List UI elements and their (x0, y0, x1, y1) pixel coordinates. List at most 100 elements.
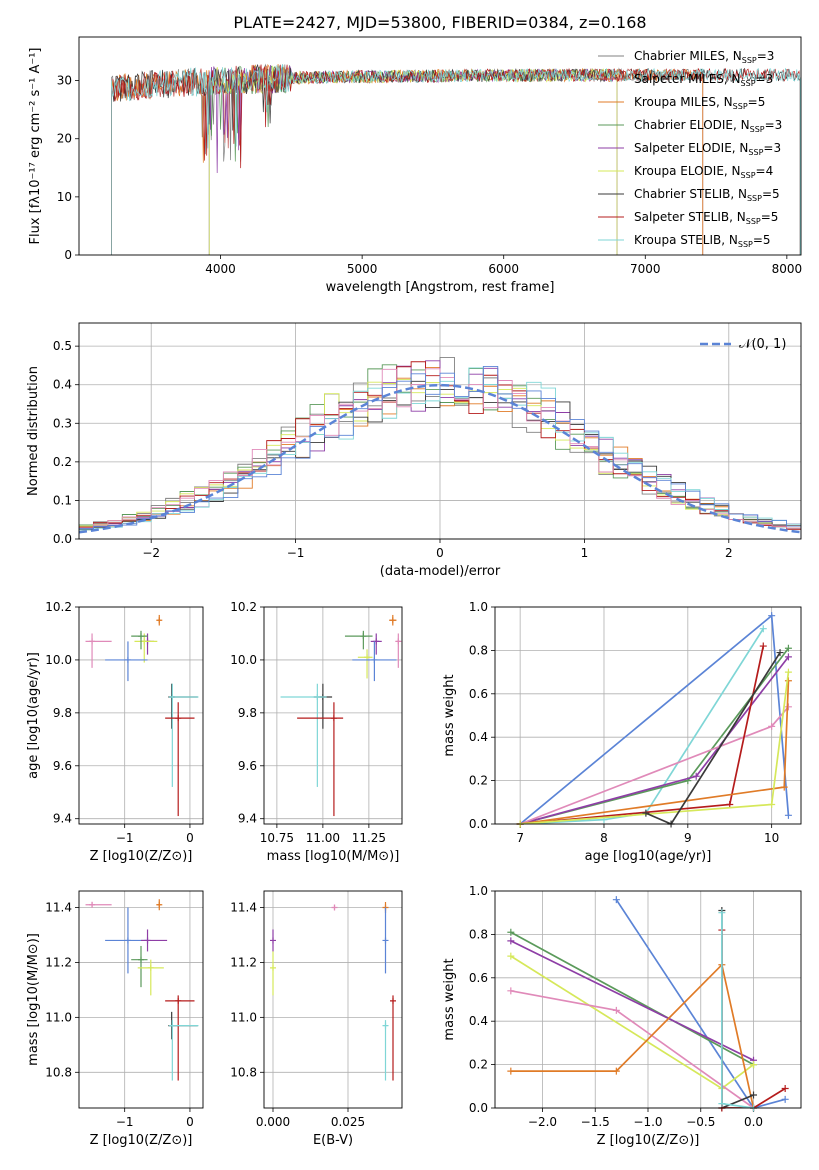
figure-title: PLATE=2427, MJD=53800, FIBERID=0384, z=0… (233, 13, 646, 32)
data-point (270, 937, 276, 944)
data-point (124, 937, 131, 944)
legend-value: =5 (762, 187, 780, 201)
y-tick-label: 9.4 (238, 812, 257, 826)
y-tick-label: 0.8 (469, 927, 488, 941)
y-tick-label: 0.5 (53, 339, 72, 353)
weight-marker (507, 987, 515, 995)
x-tick-label: 10 (764, 831, 779, 845)
plot-frame (494, 890, 802, 1109)
weight-vs-age-panel: 7 8 9 10 0.0 0.2 0.4 0.6 0.8 1.0 age [log10(age/yr… (442, 600, 802, 864)
x-axis-label: wavelength [Angstrom, rest frame] (326, 280, 555, 295)
legend-value: =3 (765, 118, 783, 132)
legend-value: =5 (748, 95, 766, 109)
weight-marker (750, 1061, 758, 1069)
legend-value: =5 (761, 210, 779, 224)
data-point (169, 1022, 176, 1029)
x-tick-label: 0.0 (744, 1115, 763, 1129)
y-tick-label: 9.6 (53, 759, 72, 773)
y-axis-label: mass weight (442, 958, 457, 1040)
y-tick-label: 11.2 (230, 955, 257, 969)
x-axis-label: Z [log10(Z/Z⊙)] (597, 1133, 700, 1148)
x-tick-label: 9 (684, 831, 692, 845)
weight-marker (781, 1084, 789, 1092)
legend-entry: Chabrier ELODIE, NSSP=3 (634, 118, 782, 134)
weight-line (510, 940, 754, 1062)
weight-marker (612, 1006, 620, 1014)
y-tick-label: 0.6 (469, 971, 488, 985)
data-point (389, 617, 396, 624)
weight-marker (718, 909, 726, 917)
age-vs-mass-panel: 10.75 11.00 11.25 9.4 9.6 9.8 10.0 10.2 mass [lo… (230, 600, 403, 864)
spectrum-line-kroupa-elodie (208, 65, 618, 255)
legend-subscript: SSP (750, 125, 765, 134)
data-point (330, 715, 337, 722)
plot-frame (78, 606, 204, 825)
x-tick-label: −1 (287, 546, 305, 560)
weight-marker (784, 703, 792, 711)
residuals-panel: −2 −1 0 1 2 0.0 0.1 0.2 0.3 0.4 0.5 (data-model)/er… (26, 322, 802, 579)
legend-entry: Kroupa MILES, NSSP=5 (634, 95, 765, 111)
weight-marker (768, 612, 776, 620)
y-axis-label: Flux [fλ10⁻¹⁷ erg cm⁻² s⁻¹ A⁻¹] (28, 48, 43, 245)
x-tick-label: 0 (186, 831, 194, 845)
x-axis-label: Z [log10(Z/Z⊙)] (90, 1133, 193, 1148)
data-point (141, 638, 148, 645)
legend-entry: Kroupa STELIB, NSSP=5 (634, 233, 771, 249)
legend-value: =3 (763, 141, 781, 155)
weight-marker (507, 1067, 515, 1075)
y-axis-label: mass [log10(M/M⊙)] (26, 933, 41, 1066)
spectrum-line-kroupa-stelib (111, 64, 801, 255)
data-point (156, 901, 163, 908)
y-tick-label: 30 (57, 74, 72, 88)
data-point (364, 654, 371, 661)
legend-entry: Chabrier MILES, NSSP=3 (634, 49, 774, 65)
legend-subscript: SSP (741, 79, 756, 88)
data-point (89, 638, 96, 645)
y-tick-label: 10.2 (45, 600, 72, 614)
x-tick-label: 7000 (630, 262, 661, 276)
data-point (395, 638, 402, 645)
y-tick-label: 0.2 (469, 1058, 488, 1072)
weight-line (645, 652, 781, 824)
data-point (331, 904, 338, 911)
legend-value: =3 (756, 72, 774, 86)
x-tick-label: 11.00 (306, 831, 340, 845)
data-point (124, 656, 131, 663)
y-tick-label: 0.2 (469, 774, 488, 788)
data-point (89, 901, 96, 908)
x-tick-label: 8000 (772, 262, 803, 276)
y-tick-label: 10.0 (230, 653, 257, 667)
x-tick-label: 5000 (347, 262, 378, 276)
weight-marker (781, 1095, 789, 1103)
y-tick-label: 9.8 (238, 706, 257, 720)
data-point (314, 693, 321, 700)
weight-line (510, 963, 755, 1108)
weight-marker (642, 809, 650, 817)
legend-subscript: SSP (741, 171, 756, 180)
data-point (175, 997, 182, 1004)
weight-marker (759, 642, 767, 650)
y-tick-label: 9.6 (238, 759, 257, 773)
legend-entry: Kroupa ELODIE, NSSP=4 (634, 164, 773, 180)
y-tick-label: 11.2 (45, 955, 72, 969)
x-tick-label: 2 (725, 546, 733, 560)
x-tick-label: 11.25 (352, 831, 386, 845)
x-tick-label: 0 (436, 546, 444, 560)
weight-marker (784, 668, 792, 676)
x-tick-label: 6000 (488, 262, 519, 276)
x-tick-label: 10.75 (260, 831, 294, 845)
data-point (270, 964, 276, 971)
weight-marker (692, 772, 700, 780)
x-tick-label: −1.5 (581, 1115, 610, 1129)
y-tick-label: 0.0 (469, 817, 488, 831)
y-axis-label: Normed distribution (26, 366, 41, 496)
weight-line (721, 910, 754, 1108)
legend-subscript: SSP (748, 148, 763, 157)
plot-frame (263, 890, 403, 1109)
spectrum-line-salpeter-elodie (208, 65, 618, 255)
y-tick-label: 0.0 (469, 1101, 488, 1115)
mass-vs-extinction-panel: 0.000 0.025 10.8 11.0 11.2 11.4 E(B-V) (230, 890, 403, 1148)
plot-frame (78, 890, 204, 1109)
plot-frame (494, 606, 802, 825)
weight-marker (768, 722, 776, 730)
